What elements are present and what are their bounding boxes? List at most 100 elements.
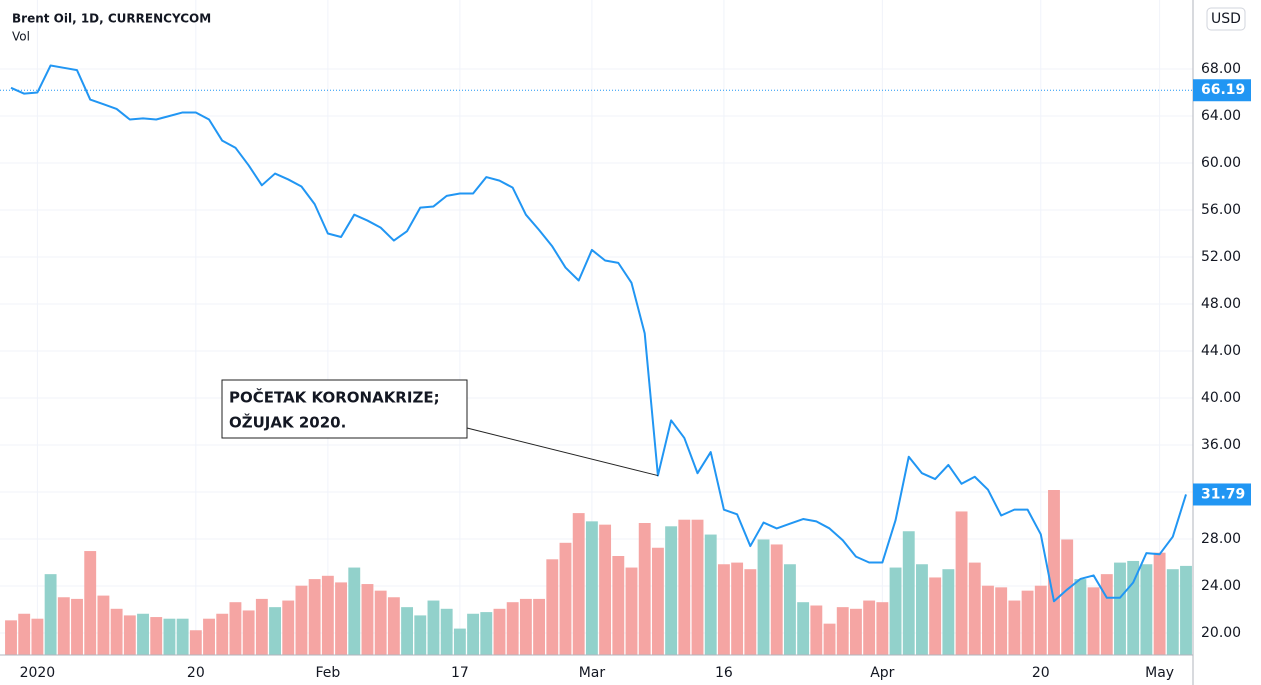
volume-bar (1008, 600, 1021, 655)
reference-label-box (1193, 79, 1251, 102)
volume-bar (44, 574, 57, 655)
annotation-pointer (466, 427, 659, 477)
volume-bar (361, 584, 374, 655)
volume-bar (189, 630, 202, 655)
currency[interactable]: USD (1211, 11, 1241, 27)
volume-label: Vol (12, 30, 30, 44)
volume-bar (1166, 569, 1179, 655)
y-tick-label: 28.00 (1201, 531, 1241, 547)
volume-bar (282, 600, 295, 655)
volume-bar (916, 564, 928, 655)
volume-bar (1048, 490, 1060, 655)
volume-bar (110, 608, 123, 655)
volume-bar (203, 618, 215, 655)
volume-bar (137, 613, 149, 655)
y-tick-label: 64.00 (1201, 108, 1241, 124)
volume-bar (863, 600, 876, 655)
volume-bar (783, 564, 796, 655)
price-line (10, 64, 1187, 603)
volume-bar (401, 607, 414, 655)
x-tick-label: May (1145, 665, 1174, 681)
volume-bar (770, 544, 783, 655)
volume-bar (1153, 552, 1166, 655)
volume-bar (5, 620, 17, 655)
volume-bar (1140, 564, 1153, 655)
volume-bar (519, 598, 532, 655)
volume-bar (71, 598, 83, 655)
volume-bar (255, 598, 268, 655)
volume-bar (678, 519, 691, 655)
volume-bar (453, 628, 466, 655)
volume-bar (440, 608, 453, 655)
volume-bar (638, 523, 651, 655)
y-tick-label: 56.00 (1201, 202, 1241, 218)
volume-bar (691, 519, 704, 655)
x-tick-label: 17 (451, 665, 469, 681)
y-tick-label: 68.00 (1201, 61, 1241, 77)
volume-bar (150, 617, 163, 655)
volume-bar (216, 613, 229, 655)
volume-bar (889, 567, 902, 655)
volume-bar (242, 610, 255, 655)
volume-bar (1087, 587, 1100, 655)
volume-bar (546, 559, 559, 655)
volume-bar (968, 562, 981, 655)
volume-bar (942, 569, 955, 655)
volume-bar (836, 607, 849, 655)
volume-bar (585, 521, 598, 655)
volume-bar (757, 539, 770, 655)
y-tick-label: 24.00 (1201, 578, 1241, 594)
volume-bar (31, 618, 44, 655)
x-tick-label: 16 (715, 665, 733, 681)
y-tick-label: 44.00 (1201, 343, 1241, 359)
volume-bar (1114, 562, 1126, 655)
reference-label: 66.19 (1201, 82, 1245, 98)
x-tick-label: Mar (579, 665, 606, 681)
volume-bar (599, 524, 612, 655)
volume-bar (810, 605, 823, 655)
last-value-label: 31.79 (1201, 486, 1245, 502)
volume-bar (321, 575, 334, 655)
volume-bar (97, 595, 110, 655)
volume-bar (493, 608, 506, 655)
volume-bar (414, 615, 427, 655)
annotation-box (221, 379, 468, 439)
volume-bar (123, 615, 136, 655)
chart-title: Brent Oil, 1D, CURRENCYCOM (12, 12, 211, 26)
volume-bar (731, 562, 744, 655)
y-tick-label: 20.00 (1201, 625, 1241, 641)
volume-bar (995, 587, 1008, 655)
volume-bar (348, 567, 361, 655)
volume-bar (823, 623, 836, 655)
volume-bar (902, 531, 915, 655)
volume-bar (744, 569, 757, 655)
currency-box[interactable] (1206, 7, 1246, 31)
volume-bar (955, 511, 968, 655)
volume-bar (665, 526, 678, 655)
volume-bar (295, 585, 308, 655)
volume-bar (1074, 579, 1087, 655)
volume-bar (850, 608, 862, 655)
volume-bar (1100, 574, 1113, 655)
annotation-text: OŽUJAK 2020. (229, 413, 346, 432)
volume-bar (1034, 585, 1047, 655)
y-tick-label: 52.00 (1201, 249, 1241, 265)
volume-bar (229, 602, 242, 655)
volume-bar (308, 579, 321, 655)
x-tick-label: 2020 (20, 665, 56, 681)
volume-bar (427, 600, 440, 655)
volume-bar (982, 585, 994, 655)
volume-bar (625, 567, 638, 655)
y-tick-label: 36.00 (1201, 437, 1241, 453)
last-value-box (1193, 483, 1251, 506)
volume-bar (1180, 565, 1192, 655)
x-tick-label: 20 (1032, 665, 1050, 681)
volume-bar (57, 597, 70, 655)
volume-bar (717, 564, 730, 655)
y-tick-label: 40.00 (1201, 390, 1241, 406)
annotation-text: POČETAK KORONAKRIZE; (229, 388, 440, 407)
x-tick-label: Feb (315, 665, 340, 681)
y-tick-label: 60.00 (1201, 155, 1241, 171)
volume-bar (612, 556, 625, 655)
